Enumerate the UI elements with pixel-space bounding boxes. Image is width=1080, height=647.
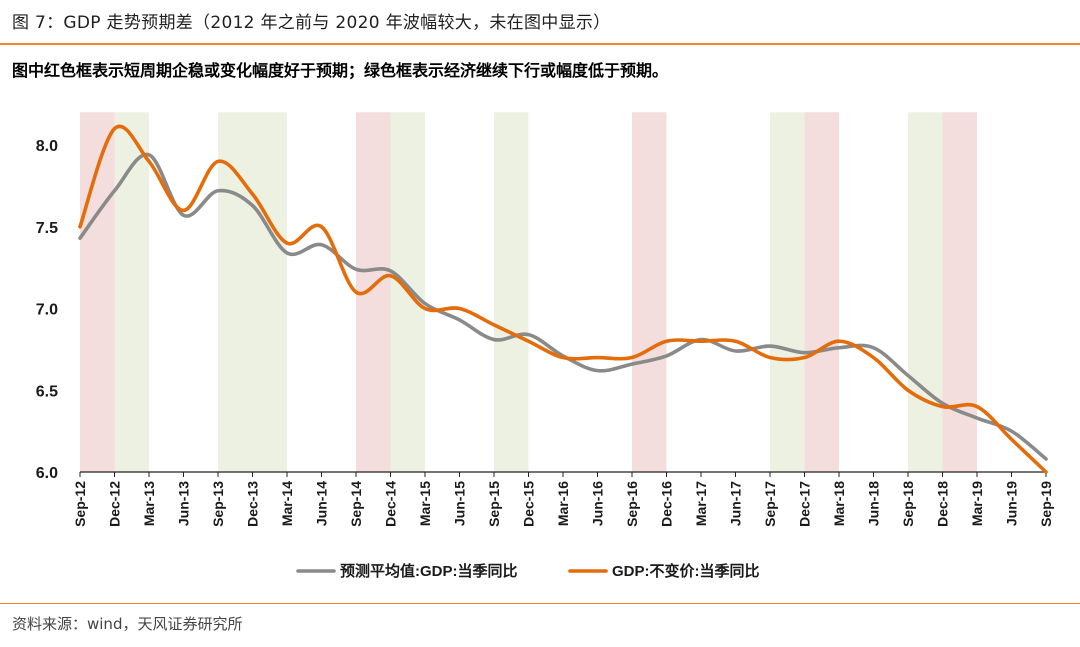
x-tick-label: Sep-15 [486, 481, 502, 527]
y-tick-label: 7.0 [36, 302, 58, 319]
series-lines [78, 124, 1048, 474]
gdp-chart: 8.0 7.5 7.0 6.5 6.0 Sep-12 Dec-12 Mar-13 Jun-13… [36, 112, 1054, 580]
x-tick-label: Mar-19 [969, 481, 985, 526]
y-tick-label: 7.5 [36, 220, 58, 237]
x-tick-label: Dec-12 [107, 481, 123, 527]
highlight-band-red [632, 112, 667, 473]
highlight-bands [80, 112, 977, 473]
x-tick-label: Jun-15 [452, 481, 468, 526]
x-tick-label: Dec-16 [659, 481, 675, 527]
x-tick-label: Sep-12 [72, 481, 88, 527]
x-tick-label: Dec-13 [245, 481, 261, 527]
x-tick-label: Jun-16 [590, 481, 606, 526]
x-tick-label: Dec-17 [797, 481, 813, 527]
highlight-band-green [218, 112, 287, 473]
highlight-band-green [494, 112, 529, 473]
highlight-band-green [770, 112, 805, 473]
series-line-actual [78, 124, 1048, 474]
x-tick-label: Sep-14 [348, 481, 364, 527]
x-tick-label: Dec-14 [383, 481, 399, 527]
x-tick-label: Sep-17 [762, 481, 778, 527]
y-tick-label: 6.5 [36, 383, 58, 400]
legend-label: GDP:不变价:当季同比 [612, 562, 760, 580]
x-tick-label: Jun-17 [728, 481, 744, 526]
legend-label: 预测平均值:GDP:当季同比 [340, 562, 518, 580]
x-tick-label: Jun-14 [314, 481, 330, 526]
x-tick-label: Dec-18 [935, 481, 951, 527]
legend: 预测平均值:GDP:当季同比 GDP:不变价:当季同比 [296, 562, 760, 580]
figure-subtitle: 图中红色框表示短周期企稳或变化幅度好于预期；绿色框表示经济继续下行或幅度低于预期… [12, 61, 669, 80]
x-tick-label: Mar-18 [831, 481, 847, 526]
x-tick-label: Mar-16 [555, 481, 571, 526]
highlight-band-green [114, 112, 149, 473]
x-tick-label: Jun-13 [176, 481, 192, 526]
highlight-band-red [804, 112, 839, 473]
x-tick-label: Jun-19 [1004, 481, 1020, 526]
x-tick-label: Sep-19 [1038, 481, 1054, 527]
source-divider [0, 603, 1080, 604]
y-axis: 8.0 7.5 7.0 6.5 6.0 [36, 138, 58, 482]
title-divider [0, 43, 1080, 45]
highlight-band-green [908, 112, 943, 473]
x-tick-label: Dec-15 [521, 481, 537, 527]
x-tick-label: Mar-14 [279, 481, 295, 526]
x-tick-label: Sep-16 [624, 481, 640, 527]
figure-title: 图 7：GDP 走势预期差（2012 年之前与 2020 年波幅较大，未在图中显… [12, 13, 611, 33]
x-tick-label: Jun-18 [866, 481, 882, 526]
x-tick-label: Sep-18 [900, 481, 916, 527]
y-tick-label: 8.0 [36, 138, 58, 155]
x-tick-label: Mar-15 [417, 481, 433, 526]
highlight-band-red [942, 112, 977, 473]
x-axis: Sep-12 Dec-12 Mar-13 Jun-13 Sep-13 Dec-13 Mar-… [72, 471, 1054, 527]
x-tick-label: Mar-17 [693, 481, 709, 526]
y-tick-label: 6.0 [36, 465, 58, 482]
source-note: 资料来源：wind，天风证券研究所 [12, 615, 243, 633]
x-tick-label: Mar-13 [141, 481, 157, 526]
x-tick-label: Sep-13 [210, 481, 226, 527]
